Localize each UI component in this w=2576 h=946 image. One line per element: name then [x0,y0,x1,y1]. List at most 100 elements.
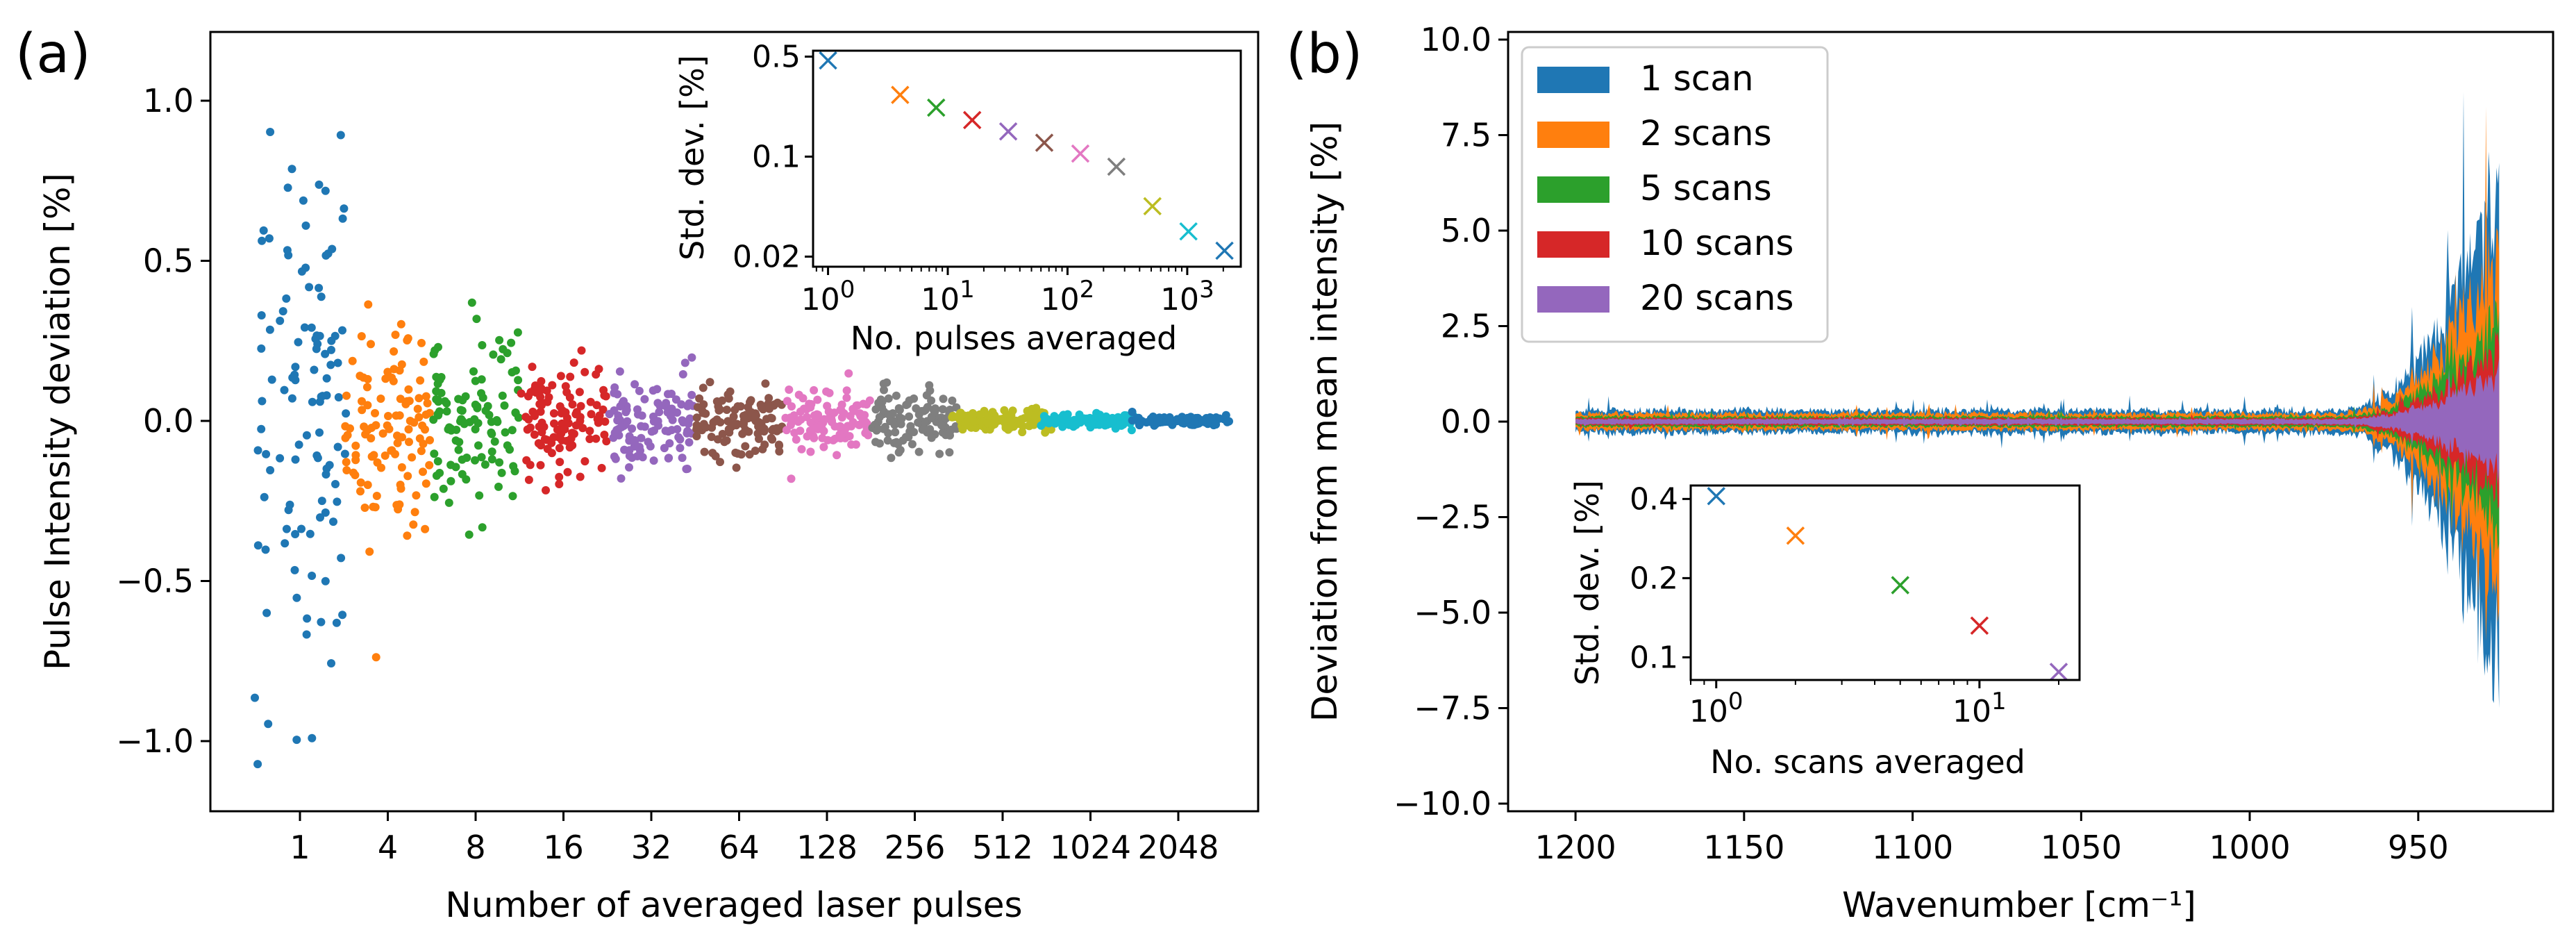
a-main-point [418,421,427,430]
a-main-point [261,545,270,554]
a-main-point [664,454,673,463]
b-legend-box [1521,46,1829,343]
a-main-point [315,397,324,406]
a-main-point [836,434,845,442]
a-main-point [883,436,892,445]
a-main-point [757,403,766,412]
a-main-point [489,350,498,359]
a-main-point [260,492,269,501]
a-main-point [944,430,953,438]
a-main-point [265,234,274,243]
a-main-point [633,405,642,414]
a-main-point [927,433,936,442]
a-inset-marker [962,110,982,130]
a-main-point [820,415,828,424]
a-inset-marker-stroke [891,85,910,104]
a-main-point [257,344,266,353]
a-main-point [475,491,484,500]
a-main-point [861,429,870,438]
a-main-point [847,440,856,449]
a-main-point [294,440,303,449]
a-main-point [397,463,406,472]
a-main-point [333,442,342,451]
a-main-point [569,358,578,367]
a-main-point [302,431,311,440]
chart-a-main: −1.0 −0.5 0.0 0.5 1.0 1 4 8 16 32 64 128 256 512 1024 2… [37,31,1260,925]
b-main-ytick-label: −7.5 [1414,690,1491,727]
a-main-point [429,349,438,358]
a-main-xtick-label: 64 [719,829,760,866]
a-main-point [342,391,351,400]
a-main-point [412,491,421,500]
a-main-point [707,433,716,441]
a-main-point [1205,413,1214,422]
b-inset-ytick-label: 0.1 [1630,640,1678,675]
a-main-point [521,413,530,422]
a-inset-marker [1071,144,1090,163]
a-main-point [336,131,345,140]
a-main-point [837,413,846,422]
a-main-point [442,407,451,416]
a-main-point [845,432,854,440]
a-main-point [1024,422,1033,430]
a-main-point [405,397,414,406]
a-main-point [258,236,267,245]
b-legend-label: 20 scans [1640,278,1793,318]
a-main-point [383,367,392,376]
a-main-point [649,456,658,465]
a-main-point [903,400,912,409]
a-main-xtick-label: 8 [465,829,485,866]
a-main-point [739,420,748,429]
a-main-point [751,447,760,455]
a-main-point [714,402,723,411]
b-inset-ytick-label: 0.4 [1630,481,1678,517]
a-main-point [322,464,331,473]
a-main-point [1080,414,1089,423]
a-main-point [487,455,496,464]
a-main-point [469,367,478,376]
a-main-point [1145,417,1154,426]
a-main-point [253,541,262,550]
a-main-point [682,465,691,474]
b-main-xtick-label: 1150 [1703,829,1784,866]
a-main-ytick-label: 0.5 [143,242,194,280]
b-main-xlabel: Wavenumber [cm⁻¹] [1842,885,2196,925]
a-main-point [819,426,828,435]
a-main-point [292,593,301,602]
a-main-point [338,214,347,223]
a-inset-marker [1035,133,1054,152]
a-main-point [332,618,341,627]
a-main-point [971,424,980,432]
a-main-point [282,524,291,533]
a-main-point [850,406,858,415]
a-main-xtick-label: 1 [290,829,310,866]
a-main-point [385,424,394,433]
a-main-point [737,450,746,459]
a-main-point [397,360,406,369]
a-main-point [873,424,883,433]
a-main-point [751,411,760,420]
a-main-point [1135,421,1144,430]
a-main-point [810,433,819,442]
a-main-point [921,406,930,415]
a-main-point [842,393,851,402]
a-main-point [785,385,794,394]
a-main-point [720,438,729,447]
a-main-point [594,365,603,374]
a-main-point [617,474,626,483]
a-main-point [558,406,567,415]
a-main-xtick-label: 256 [885,829,946,866]
a-main-point [321,508,330,517]
a-main-point [671,395,680,404]
a-inset-marker [1143,197,1162,216]
a-main-point [540,435,549,444]
a-main-point [818,433,827,442]
a-main-xtick-label: 32 [631,829,672,866]
a-main-point [935,449,944,458]
a-main-point [391,331,400,339]
b-main-ytick-label: −10.0 [1394,785,1491,822]
a-main-point [887,454,896,463]
a-main-point [349,468,358,477]
a-main-point [308,397,317,406]
a-main-point [487,417,496,426]
